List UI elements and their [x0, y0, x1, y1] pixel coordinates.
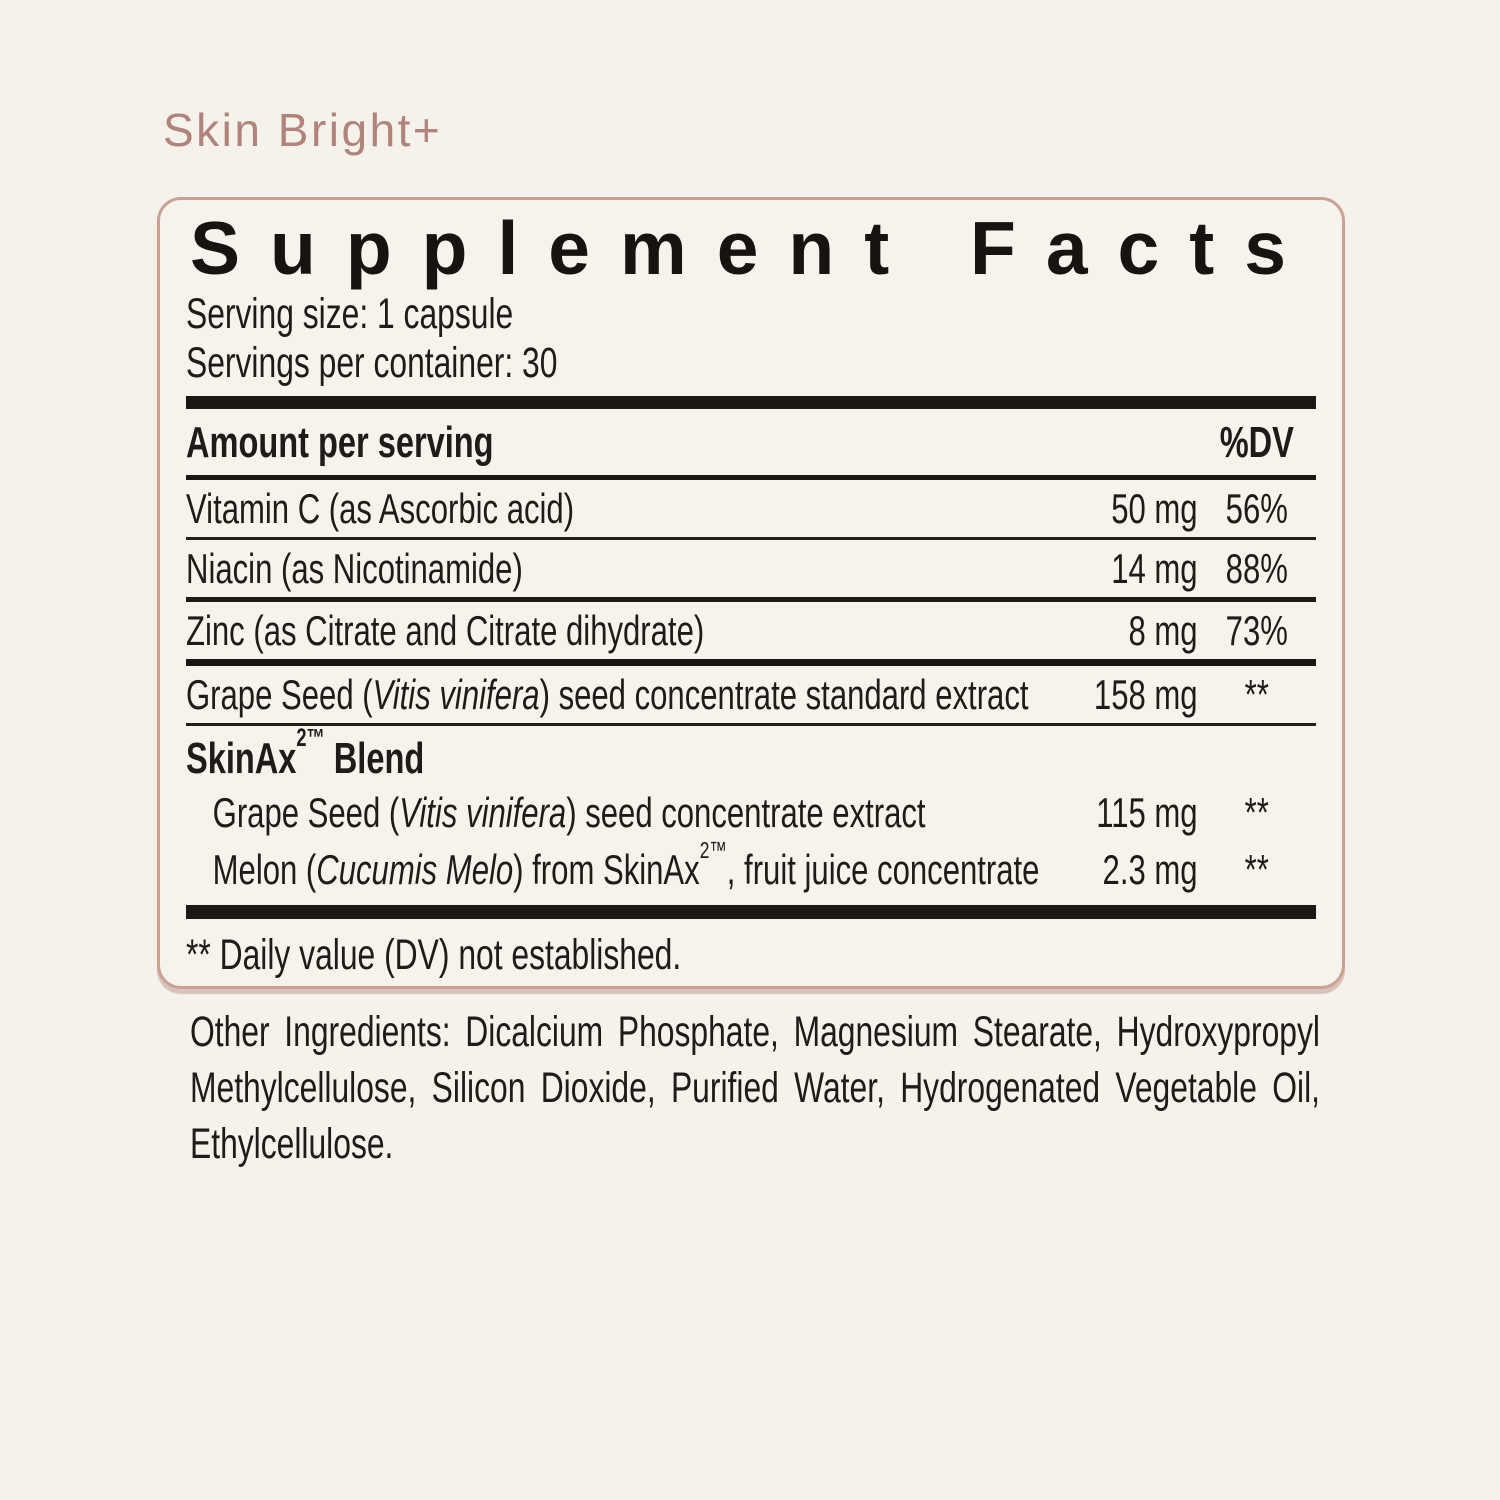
ingredient-name: Vitamin C (as Ascorbic acid) [186, 485, 1042, 532]
table-header-row: Amount per serving %DV [186, 409, 1316, 480]
divider-thick-bottom [186, 905, 1316, 919]
ingredient-amount: 115 mg [1096, 789, 1198, 836]
other-ingredients-paragraph: Other Ingredients: Dicalcium Phosphate, … [190, 1004, 1320, 1172]
ingredient-name: Grape Seed (Vitis vinifera) seed concent… [186, 671, 1042, 718]
blend-name: SkinAx [186, 734, 297, 783]
dv-footnote: ** Daily value (DV) not established. [186, 931, 682, 979]
ingredient-dv: 88% [1225, 545, 1288, 592]
ingredient-name: Grape Seed (Vitis vinifera) seed concent… [186, 789, 1042, 836]
panel-title: Supplement Facts [190, 206, 1316, 290]
ingredient-name: Niacin (as Nicotinamide) [186, 545, 1042, 592]
name-italic: Vitis vinifera [372, 671, 540, 718]
blend-title: SkinAx2™ Blend [186, 726, 1316, 784]
other-ingredients-line: Methylcellulose, Silicon Dioxide, Purifi… [190, 1064, 1320, 1112]
ingredient-name: Melon (Cucumis Melo) from SkinAx2™, frui… [186, 838, 1042, 893]
ingredient-dv: ** [1244, 846, 1269, 893]
blend-suffix: Blend [324, 734, 425, 783]
name-text-post: ) seed concentrate standard extract [539, 671, 1029, 718]
table-row-grape-seed: Grape Seed (Vitis vinifera) seed concent… [186, 666, 1316, 726]
supplement-facts-panel: Supplement Facts Serving size: 1 capsule… [157, 197, 1345, 989]
percent-dv-label: %DV [1219, 418, 1294, 467]
ingredient-amount: 50 mg [1111, 485, 1198, 532]
ingredient-dv: ** [1244, 671, 1269, 718]
name-italic: Cucumis Melo [316, 846, 514, 893]
serving-size: Serving size: 1 capsule [186, 290, 514, 338]
name-text: Grape Seed ( [186, 671, 373, 718]
table-row-zinc: Zinc (as Citrate and Citrate dihydrate) … [186, 602, 1316, 666]
name-text: Vitamin C (as Ascorbic acid) [186, 485, 575, 532]
other-ingredients-section: Other Ingredients: Dicalcium Phosphate, … [190, 1004, 1500, 1172]
ingredient-amount: 14 mg [1111, 545, 1198, 592]
other-ingredients-line: Other Ingredients: Dicalcium Phosphate, … [190, 1008, 1320, 1056]
ingredient-amount: 158 mg [1093, 671, 1198, 718]
name-text-mid: ) seed concentrate extract [566, 789, 926, 836]
name-text: Niacin (as Nicotinamide) [186, 545, 523, 592]
table-row-niacin: Niacin (as Nicotinamide) 14 mg 88% [186, 540, 1316, 602]
blend-trademark-sup: 2™ [296, 724, 325, 752]
ingredient-dv: 73% [1225, 607, 1288, 654]
ingredient-dv: 56% [1225, 485, 1288, 532]
ingredient-amount: 8 mg [1128, 607, 1198, 654]
name-italic: Vitis vinifera [399, 789, 567, 836]
name-text: Melon ( [212, 846, 317, 893]
product-title: Skin Bright+ [163, 104, 443, 156]
ingredient-dv: ** [1244, 789, 1269, 836]
servings-per-container: Servings per container: 30 [186, 339, 558, 387]
blend-row-grape-seed: Grape Seed (Vitis vinifera) seed concent… [186, 784, 1316, 841]
amount-per-serving-label: Amount per serving [186, 418, 494, 467]
blend-row-melon: Melon (Cucumis Melo) from SkinAx2™, frui… [186, 838, 1316, 898]
name-text-mid: ) from SkinAx [513, 846, 700, 893]
name-sup: 2™ [699, 836, 727, 863]
divider-thick-top [186, 396, 1316, 409]
name-text: Zinc (as Citrate and Citrate dihydrate) [186, 607, 705, 654]
other-ingredients-line: Ethylcellulose. [190, 1120, 394, 1168]
ingredient-amount: 2.3 mg [1102, 846, 1198, 893]
name-text: Grape Seed ( [212, 789, 400, 836]
table-row-vitamin-c: Vitamin C (as Ascorbic acid) 50 mg 56% [186, 480, 1316, 540]
ingredient-name: Zinc (as Citrate and Citrate dihydrate) [186, 607, 1042, 654]
name-text-post: , fruit juice concentrate [726, 846, 1040, 893]
panel-body: Serving size: 1 capsule Servings per con… [186, 290, 1316, 979]
